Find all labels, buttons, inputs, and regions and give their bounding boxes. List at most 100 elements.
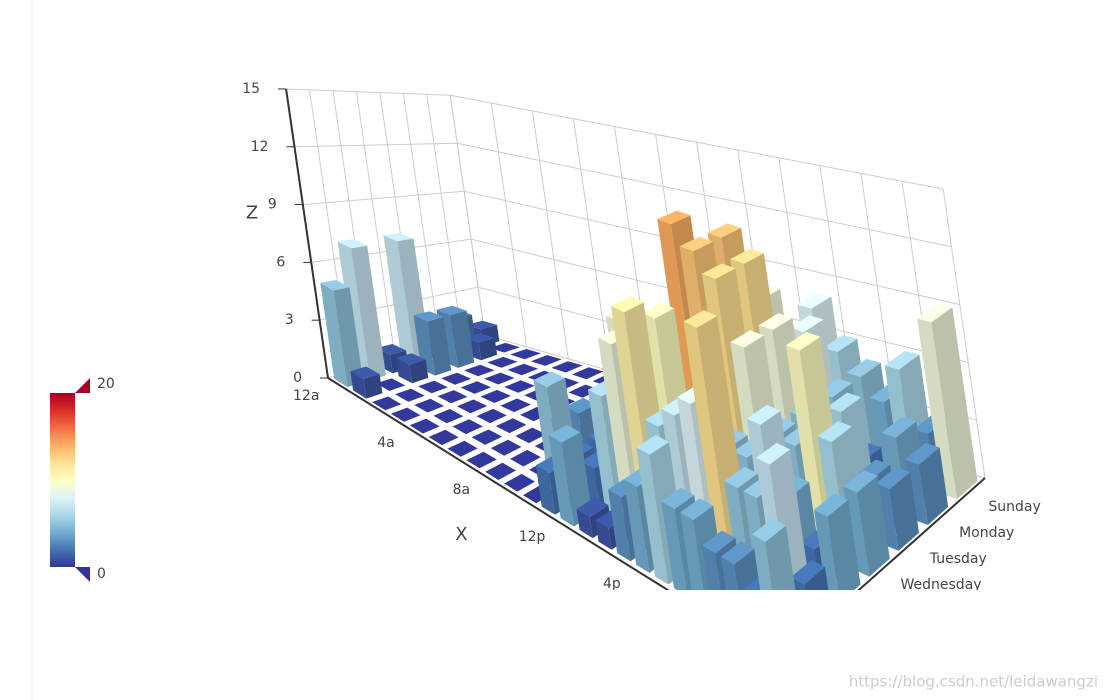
z-tick-label: 0	[293, 370, 302, 386]
bar-side	[576, 509, 593, 539]
bar-top	[375, 378, 406, 391]
bar-top	[565, 397, 597, 414]
bar-side	[661, 501, 687, 590]
axis-line	[857, 477, 986, 590]
bar-side	[395, 357, 413, 384]
bar-top	[846, 359, 881, 377]
bar-top	[530, 355, 562, 366]
bar	[530, 355, 562, 366]
bar-top	[679, 236, 713, 252]
bar-side	[548, 434, 574, 527]
bar-top	[433, 409, 464, 424]
grid-line	[355, 91, 396, 360]
bar-top	[797, 293, 832, 309]
bar-top	[466, 320, 497, 330]
bar	[409, 418, 440, 434]
bar-top	[476, 408, 507, 424]
bar-top	[390, 407, 421, 422]
grid-line	[942, 188, 986, 479]
bar	[489, 342, 521, 353]
bar	[917, 303, 978, 500]
x-tick-label: 8a	[453, 482, 471, 498]
bar	[548, 424, 593, 527]
bar-side	[827, 499, 861, 590]
bar-top	[917, 303, 953, 323]
bar-top	[533, 371, 566, 387]
bar	[814, 493, 861, 590]
bar	[414, 398, 444, 413]
bar	[485, 462, 516, 480]
bar	[320, 280, 364, 387]
bar	[375, 378, 406, 391]
bar-top	[413, 311, 444, 322]
bar-top	[490, 439, 522, 456]
bar-top	[680, 498, 714, 521]
x-tick-label: 4p	[603, 576, 621, 592]
axis-line	[327, 377, 670, 590]
bar-top	[507, 363, 539, 376]
bar	[371, 396, 402, 411]
bar-top	[823, 335, 858, 352]
bar-top	[817, 421, 852, 443]
z-axis-name: Z	[246, 202, 258, 223]
bar-side	[535, 465, 555, 515]
bar-side	[363, 374, 383, 399]
bar	[456, 399, 488, 414]
bar-top	[746, 404, 781, 425]
bar	[504, 473, 535, 492]
bar-side	[769, 449, 811, 590]
bar	[515, 427, 547, 444]
bar-side	[320, 282, 348, 387]
z-tick-label: 12	[251, 139, 269, 155]
bar	[752, 518, 796, 590]
bar-side	[333, 287, 364, 387]
watermark: https://blog.csdn.net/leidawangzi	[849, 673, 1098, 691]
bar	[452, 419, 483, 435]
visual-map-handle[interactable]	[75, 378, 90, 393]
bar-top	[471, 429, 503, 445]
bar-side	[383, 235, 416, 367]
visual-map-handle[interactable]	[75, 567, 90, 582]
bar-top	[480, 389, 511, 403]
bar-side	[351, 245, 386, 381]
bar-top	[504, 380, 535, 393]
bar-top	[466, 451, 497, 469]
bar-side	[765, 581, 778, 590]
bar-top	[814, 493, 849, 517]
bar	[875, 466, 919, 551]
bar-top	[371, 396, 402, 411]
bar-top	[383, 233, 414, 242]
bar	[418, 380, 448, 394]
bar-top	[447, 440, 478, 457]
y-tick-label: Tuesday	[929, 551, 987, 567]
bar-top	[702, 530, 736, 554]
bar-top	[758, 313, 793, 331]
grid-line	[490, 103, 528, 347]
bar-side	[450, 310, 475, 368]
bar	[507, 363, 539, 376]
bar-top	[395, 388, 425, 402]
z-tick-label: 3	[285, 312, 294, 328]
bar-top	[786, 331, 821, 351]
bar	[843, 470, 890, 577]
bar-side	[752, 534, 773, 590]
bar-top	[484, 372, 515, 385]
bar-top	[724, 466, 758, 489]
bar	[487, 356, 518, 368]
bar-top	[350, 366, 380, 380]
bar-top	[510, 449, 541, 467]
visual-map: 20 0	[50, 376, 115, 582]
bar-side	[683, 321, 735, 586]
bar-top	[464, 333, 495, 344]
bar	[572, 367, 604, 380]
bar-top	[456, 399, 488, 414]
bar-side	[919, 447, 949, 525]
bar-top	[789, 315, 824, 333]
bar-top	[418, 380, 448, 394]
bar-top	[707, 223, 742, 238]
bar	[441, 372, 472, 385]
bar-top	[376, 344, 406, 355]
y-tick-label: Wednesday	[901, 577, 982, 593]
visual-map-max: 20	[97, 376, 115, 392]
bar-top	[504, 473, 535, 492]
